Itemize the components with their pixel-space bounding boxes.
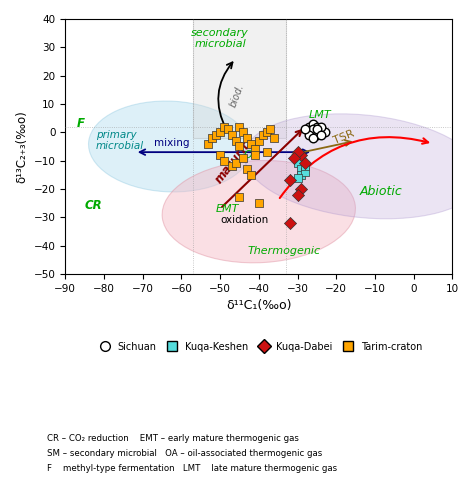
Sichuan [321,128,328,136]
Text: SM – secondary microbial   OA – oil-associated thermogenic gas: SM – secondary microbial OA – oil-associ… [47,449,323,458]
Y-axis label: δ¹³C₂₊₃(‰o): δ¹³C₂₊₃(‰o) [15,110,28,183]
Sichuan [305,131,313,139]
Sichuan [313,126,321,134]
Tarim-craton [216,151,224,159]
Tarim-craton [247,171,255,179]
Text: maturity: maturity [212,134,258,186]
Tarim-craton [263,148,270,156]
Text: OA: OA [243,150,260,160]
Kuqa-Keshen [298,165,305,173]
Text: EMT: EMT [216,204,239,214]
Tarim-craton [209,134,216,142]
Tarim-craton [212,131,220,139]
Kuqa-Dabei [286,219,293,227]
Tarim-craton [224,126,232,134]
Tarim-craton [228,162,236,170]
Kuqa-Dabei [298,185,305,193]
FancyBboxPatch shape [193,19,286,138]
Ellipse shape [89,101,251,192]
Tarim-craton [243,165,251,173]
Kuqa-Keshen [294,174,301,182]
Sichuan [301,126,309,134]
Tarim-craton [205,140,212,147]
Tarim-craton [266,126,274,134]
Tarim-craton [255,199,263,207]
Text: secondary
microbial: secondary microbial [191,28,249,50]
Kuqa-Dabei [286,176,293,184]
Tarim-craton [247,140,255,147]
Kuqa-Dabei [290,154,298,162]
Text: F: F [77,116,85,130]
Tarim-craton [239,128,247,136]
Kuqa-Keshen [298,171,305,179]
Kuqa-Dabei [298,151,305,159]
Text: CR: CR [84,199,102,212]
Sichuan [305,128,313,136]
Text: LMT: LMT [309,110,332,120]
Text: biod.: biod. [228,82,246,109]
Tarim-craton [236,194,243,202]
Tarim-craton [271,134,278,142]
X-axis label: δ¹¹C₁(‰o): δ¹¹C₁(‰o) [226,299,292,312]
Kuqa-Dabei [294,148,301,156]
Kuqa-Keshen [301,162,309,170]
Sichuan [317,131,325,139]
Kuqa-Keshen [301,168,309,176]
Tarim-craton [220,122,228,130]
Tarim-craton [216,128,224,136]
Tarim-craton [232,160,239,168]
Kuqa-Dabei [294,190,301,198]
Sichuan [309,120,317,128]
Sichuan [305,122,313,130]
Sichuan [309,134,317,142]
Tarim-craton [220,156,228,164]
Text: TSR: TSR [332,128,356,146]
Text: Abiotic: Abiotic [359,184,402,198]
Tarim-craton [251,151,259,159]
Legend: Sichuan, Kuqa-Keshen, Kuqa-Dabei, Tarim-craton: Sichuan, Kuqa-Keshen, Kuqa-Dabei, Tarim-… [91,338,426,356]
Tarim-craton [236,142,243,150]
Tarim-craton [251,146,259,154]
Tarim-craton [255,137,263,145]
Sichuan [317,126,325,134]
Kuqa-Dabei [301,160,309,168]
Tarim-craton [263,128,270,136]
Kuqa-Keshen [294,160,301,168]
Text: Thermogenic: Thermogenic [247,246,320,256]
Sichuan [313,122,321,130]
Text: CR – CO₂ reduction    EMT – early mature thermogenic gas: CR – CO₂ reduction EMT – early mature th… [47,434,299,443]
Sichuan [317,122,325,130]
Tarim-craton [259,131,266,139]
Tarim-craton [243,134,251,142]
Text: F    methyl-type fermentation   LMT    late mature thermogenic gas: F methyl-type fermentation LMT late matu… [47,464,337,473]
Tarim-craton [239,154,247,162]
Text: primary
microbial: primary microbial [96,130,144,152]
Text: mixing: mixing [154,138,190,148]
Ellipse shape [245,114,474,219]
Tarim-craton [232,137,239,145]
Tarim-craton [228,131,236,139]
Sichuan [313,131,321,139]
Tarim-craton [236,122,243,130]
Ellipse shape [162,160,356,263]
Text: oxidation: oxidation [220,215,268,225]
Sichuan [309,126,317,134]
